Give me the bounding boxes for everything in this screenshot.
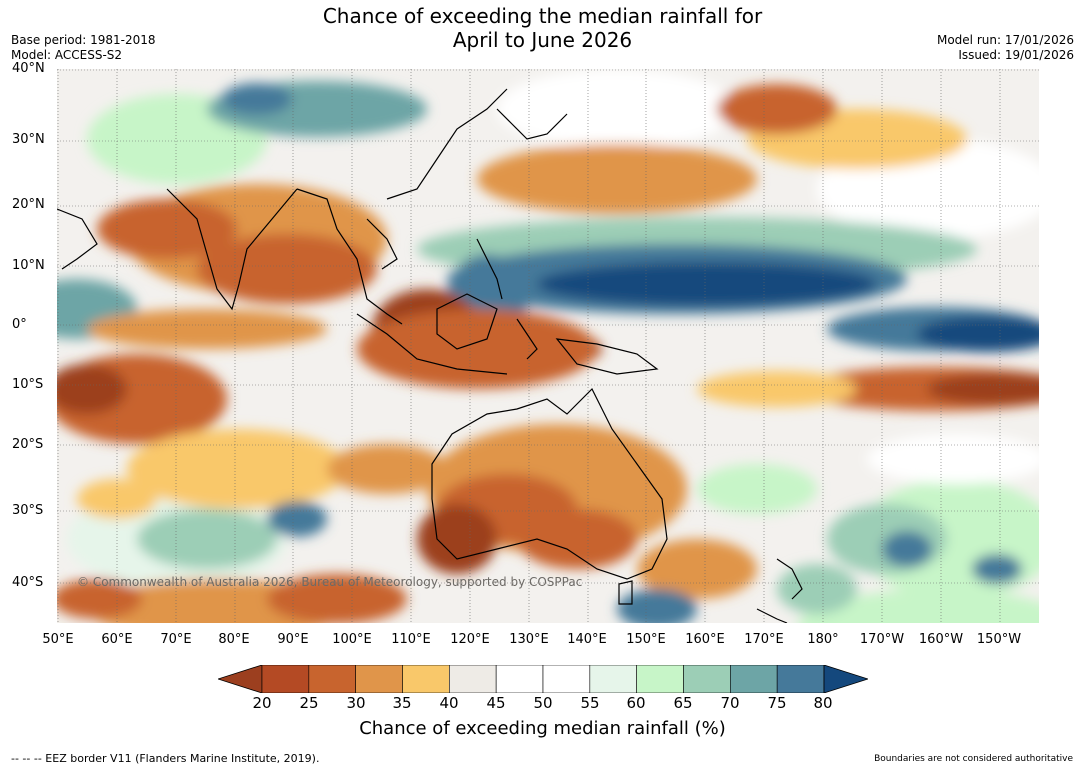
colorbar-cell xyxy=(730,665,778,693)
copyright-watermark: © Commonwealth of Australia 2026, Bureau… xyxy=(77,575,583,589)
lon-label-110e: 110°E xyxy=(391,632,431,647)
model-run-text: Model run: 17/01/2026 xyxy=(936,33,1074,47)
meta-right: Model run: 17/01/2026 Issued: 19/01/2026 xyxy=(937,33,1074,63)
lat-label-30n: 30°N xyxy=(12,132,45,147)
lon-label-170w: 170°W xyxy=(859,632,905,647)
lat-label-40n: 40°N xyxy=(12,61,45,76)
colorbar-tick-80: 80 xyxy=(813,694,833,712)
colorbar xyxy=(218,665,868,693)
title-line-2: April to June 2026 xyxy=(452,28,633,52)
colorbar-label: Chance of exceeding median rainfall (%) xyxy=(359,718,726,739)
lon-label-90e: 90°E xyxy=(277,632,309,647)
colorbar-tick-25: 25 xyxy=(299,694,319,712)
colorbar-high-arrow xyxy=(823,665,868,693)
lon-label-130e: 130°E xyxy=(509,632,549,647)
colorbar-cell xyxy=(449,665,497,693)
lon-label-70e: 70°E xyxy=(160,632,192,647)
lon-label-180: 180° xyxy=(807,632,839,647)
colorbar-cell xyxy=(495,665,544,693)
eez-border-note: -- -- -- EEZ border V11 (Flanders Marine… xyxy=(11,752,320,765)
lon-label-50e: 50°E xyxy=(42,632,74,647)
colorbar-cell xyxy=(542,665,591,693)
lon-label-170e: 170°E xyxy=(744,632,784,647)
meta-left: Base period: 1981-2018 Model: ACCESS-S2 xyxy=(11,33,156,63)
colorbar-tick-40: 40 xyxy=(439,694,459,712)
colorbar-tick-75: 75 xyxy=(767,694,787,712)
colorbar-tick-60: 60 xyxy=(626,694,646,712)
lon-label-160w: 160°W xyxy=(918,632,964,647)
colorbar-tick-30: 30 xyxy=(346,694,366,712)
lon-label-100e: 100°E xyxy=(332,632,372,647)
probability-field xyxy=(57,69,1039,623)
colorbar-tick-20: 20 xyxy=(252,694,272,712)
colorbar-tick-70: 70 xyxy=(720,694,740,712)
issued-text: Issued: 19/01/2026 xyxy=(958,48,1074,62)
map-title: Chance of exceeding the median rainfall … xyxy=(0,4,1085,52)
map-canvas xyxy=(57,69,1039,623)
lon-label-60e: 60°E xyxy=(101,632,133,647)
colorbar-cell xyxy=(308,665,356,693)
lon-label-120e: 120°E xyxy=(450,632,490,647)
colorbar-cell xyxy=(683,665,731,693)
colorbar-cell xyxy=(636,665,684,693)
colorbar-tick-50: 50 xyxy=(533,694,553,712)
colorbar-tick-55: 55 xyxy=(580,694,600,712)
graticule xyxy=(57,69,1039,623)
coastlines xyxy=(57,88,803,623)
model-text: Model: ACCESS-S2 xyxy=(11,48,123,62)
colorbar-cell xyxy=(402,665,450,693)
rainfall-outlook-map xyxy=(57,69,1039,623)
boundaries-disclaimer: Boundaries are not considered authoritat… xyxy=(874,754,1073,764)
lon-label-150w: 150°W xyxy=(976,632,1022,647)
title-line-1: Chance of exceeding the median rainfall … xyxy=(322,4,763,28)
lat-label-20n: 20°N xyxy=(12,197,45,212)
colorbar-tick-45: 45 xyxy=(486,694,506,712)
colorbar-cells xyxy=(261,665,825,693)
lon-label-80e: 80°E xyxy=(218,632,250,647)
colorbar-cell xyxy=(355,665,403,693)
lat-label-0: 0° xyxy=(12,317,27,332)
lat-label-30s: 30°S xyxy=(12,503,44,518)
colorbar-low-arrow xyxy=(218,665,263,693)
colorbar-cell xyxy=(261,665,310,693)
colorbar-tick-35: 35 xyxy=(392,694,412,712)
lat-label-20s: 20°S xyxy=(12,437,44,452)
lon-label-160e: 160°E xyxy=(685,632,725,647)
lon-label-150e: 150°E xyxy=(626,632,666,647)
lat-label-40s: 40°S xyxy=(12,575,44,590)
lon-label-140e: 140°E xyxy=(567,632,607,647)
lat-label-10s: 10°S xyxy=(12,377,44,392)
base-period-text: Base period: 1981-2018 xyxy=(11,33,156,47)
colorbar-cell xyxy=(776,665,825,693)
colorbar-cell xyxy=(589,665,637,693)
colorbar-tick-65: 65 xyxy=(673,694,693,712)
lat-label-10n: 10°N xyxy=(12,258,45,273)
